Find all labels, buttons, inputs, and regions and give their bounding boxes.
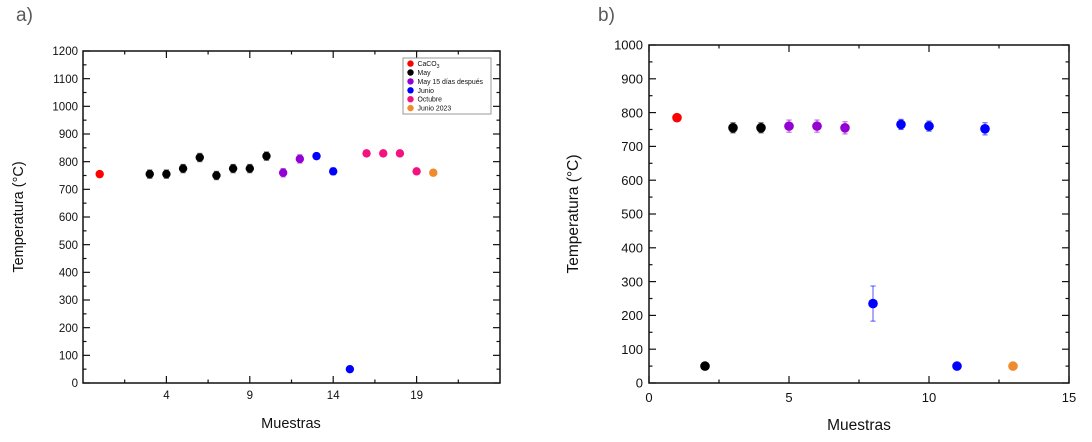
panel-label-b: b) [598, 5, 615, 26]
y-tick-label: 400 [621, 240, 643, 255]
data-point-may [728, 123, 738, 133]
y-tick-label: 0 [636, 376, 643, 391]
y-tick-label: 400 [59, 267, 78, 279]
data-point-may [178, 164, 188, 173]
legend-swatch-6 [407, 104, 414, 112]
data-point-may-15-días-después [295, 154, 305, 164]
legend-label-2: May [418, 70, 432, 77]
legend-label-5: Octubre [418, 97, 443, 104]
y-tick-label: 500 [59, 240, 78, 252]
y-tick-label: 700 [59, 184, 78, 196]
y-tick-label: 800 [59, 157, 78, 169]
y-tick-label: 200 [621, 308, 643, 323]
data-point-junio [868, 298, 878, 309]
data-point-may [162, 169, 171, 179]
chart-a-yaxis-label: Temperatura (°C) [11, 161, 27, 272]
legend-box [402, 57, 492, 115]
y-tick-label: 900 [621, 71, 643, 86]
legend-swatch-5 [407, 96, 414, 103]
data-point-may-15-días-después [784, 121, 794, 131]
chart-b-yaxis-label: Temperatura (°C) [565, 154, 582, 273]
chart-a: 4 9 14 19 0 100 200 300 400 500 600 700 800 900 1000 11… [11, 46, 501, 432]
data-point-junio [980, 124, 990, 134]
data-point-may [262, 151, 271, 161]
data-point-octubre [379, 149, 388, 158]
x-tick-label: 0 [645, 390, 652, 405]
chart-a-xaxis-label: Muestras [261, 416, 321, 432]
y-tick-label: 500 [621, 207, 643, 222]
data-point-junio [345, 364, 355, 374]
y-tick-label: 100 [621, 342, 643, 357]
data-point-junio-2023 [429, 168, 438, 177]
legend-label-1: CaCO3 [418, 61, 440, 70]
legend-swatch-1 [407, 60, 414, 67]
data-point-caco3 [95, 169, 104, 179]
data-point-may [212, 171, 221, 180]
data-point-caco3 [672, 112, 682, 123]
legend-swatch-2 [407, 69, 414, 76]
legend-swatch-3 [407, 78, 414, 85]
x-tick-label: 10 [922, 390, 936, 405]
y-tick-label: 600 [59, 212, 78, 224]
y-tick-label: 300 [59, 295, 78, 307]
data-point-may [145, 169, 154, 179]
data-point-junio-2023 [1008, 361, 1018, 371]
y-tick-label: 1100 [53, 74, 78, 86]
y-tick-label: 100 [59, 350, 78, 362]
x-tick-label: 15 [1062, 390, 1076, 405]
x-tick-label: 19 [410, 390, 423, 402]
chart-b-xaxis-label: Muestras [827, 417, 891, 434]
y-tick-label: 1200 [52, 46, 78, 58]
legend-label-6: Junio 2023 [418, 106, 452, 113]
data-point-may-15-días-después [812, 121, 822, 131]
data-point-may [195, 153, 204, 162]
x-tick-label: 14 [327, 390, 340, 402]
x-tick-label: 4 [163, 390, 170, 402]
data-point-octubre [412, 167, 421, 176]
panel-label-a: a) [16, 5, 33, 26]
data-point-junio [896, 119, 906, 130]
chart-b: 0 5 10 15 0 100 200 300 400 500 600 700 800 900 1000 M… [565, 38, 1076, 434]
data-point-may [228, 164, 238, 173]
data-point-may-15-días-después [840, 123, 850, 133]
y-tick-label: 1000 [52, 101, 78, 113]
y-tick-label: 300 [621, 274, 643, 289]
y-tick-label: 600 [621, 173, 643, 188]
data-point-octubre [362, 149, 371, 158]
data-point-junio [952, 361, 962, 371]
legend-swatch-4 [407, 87, 414, 94]
chart-a-plot-area: 4 9 14 19 0 100 200 300 400 500 600 700 800 900 1000 11… [52, 46, 501, 402]
y-tick-label: 1000 [614, 38, 643, 53]
data-point-may-15-días-después [278, 168, 288, 177]
plot-frame [648, 44, 1070, 384]
data-point-may [700, 361, 710, 371]
data-point-octubre [395, 149, 405, 158]
y-tick-label: 900 [59, 129, 78, 141]
x-tick-label: 5 [785, 390, 792, 405]
x-tick-label: 9 [247, 390, 253, 402]
data-point-junio [312, 151, 321, 161]
legend-label-4: Junio [418, 88, 435, 95]
y-tick-label: 200 [59, 323, 78, 335]
data-point-may [756, 123, 766, 133]
legend-label-3: May 15 días después [418, 79, 484, 86]
data-point-may [245, 164, 254, 173]
y-tick-label: 0 [72, 378, 78, 390]
data-point-junio [924, 121, 934, 131]
y-tick-label: 800 [621, 105, 643, 120]
y-tick-label: 700 [621, 139, 643, 154]
chart-b-plot-area: 0 5 10 15 0 100 200 300 400 500 600 700 800 900 1000 [614, 38, 1076, 405]
data-point-junio [329, 167, 338, 176]
